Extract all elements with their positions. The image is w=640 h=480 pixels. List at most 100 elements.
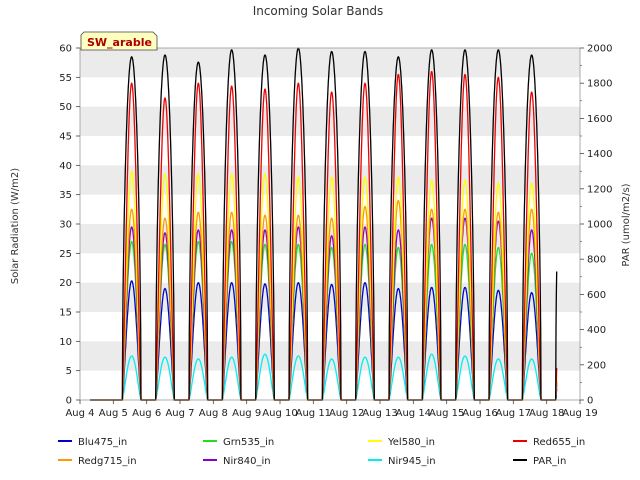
y-left-tick-label: 0 [66,396,72,407]
x-tick: Aug 8 [199,400,228,419]
x-tick-label: Aug 10 [262,408,297,419]
y-left-tick: 20 [59,278,80,289]
y-right-tick-label: 1800 [587,79,612,90]
y-right-tick: 1200 [580,170,612,195]
x-tick-label: Aug 15 [429,408,464,419]
y-right-tick-label: 1000 [587,220,612,231]
x-tick-label: Aug 6 [132,408,161,419]
y-left-tick-label: 50 [59,102,72,113]
y-axis-left-label: Solar Radiation (W/m2) [10,168,21,284]
y-right-tick: 800 [580,241,606,266]
x-tick: Aug 5 [99,400,128,419]
y-right-tick: 400 [580,311,606,336]
legend-label: Red655_in [533,437,585,448]
y-left-tick-label: 30 [59,220,72,231]
y-right-tick: 1000 [580,206,612,231]
legend-item-Nir945_in: Nir945_in [368,456,436,467]
y-left-tick-label: 35 [59,190,72,201]
x-tick-label: Aug 9 [232,408,261,419]
legend-label: Yel580_in [387,437,435,448]
y-right-tick: 1600 [580,100,612,125]
annotation-box: SW_arable [80,31,158,51]
x-tick: Aug 10 [262,400,298,419]
y-right-tick-label: 0 [587,396,593,407]
x-tick: Aug 17 [496,400,531,419]
x-tick-label: Aug 12 [329,408,364,419]
y-right-tick-label: 400 [587,325,606,336]
x-tick-label: Aug 13 [362,408,397,419]
x-tick: Aug 7 [165,400,195,419]
y-right-tick-label: 1200 [587,184,612,195]
y-right-tick-label: 2000 [587,44,612,55]
y-right-tick: 1800 [580,65,612,90]
y-left-tick: 40 [59,161,80,172]
x-tick-label: Aug 14 [396,408,431,419]
legend-item-Red655_in: Red655_in [513,437,585,448]
y-left-tick: 10 [59,337,80,348]
y-right-tick: 2000 [580,44,612,55]
x-tick-label: Aug 19 [562,408,597,419]
x-tick-label: Aug 16 [462,408,497,419]
legend: Blu475_in Grn535_in Yel580_in Red655_in Redg… [58,437,585,467]
legend-label: Grn535_in [223,437,274,448]
legend-label: Redg715_in [78,456,137,467]
x-tick-label: Aug 4 [65,408,94,419]
y-left-tick-label: 60 [59,44,72,55]
y-left-tick-label: 10 [59,337,72,348]
x-tick: Aug 15 [429,400,464,419]
y-right-tick-label: 600 [587,290,606,301]
x-tick: Aug 13 [362,400,398,419]
legend-item-Grn535_in: Grn535_in [203,437,274,448]
y-left-tick: 30 [59,220,80,231]
x-tick: Aug 6 [132,400,161,419]
y-left-tick: 25 [59,249,80,260]
y-right-tick: 600 [580,276,606,301]
y-left-tick: 45 [59,132,80,143]
x-tick-label: Aug 18 [529,408,564,419]
x-tick: Aug 4 [65,400,95,419]
x-tick: Aug 9 [232,400,261,419]
x-tick: Aug 19 [562,400,598,419]
x-tick-label: Aug 11 [296,408,331,419]
x-tick-label: Aug 8 [199,408,228,419]
x-tick: Aug 14 [396,400,431,419]
legend-label: PAR_in [533,456,566,467]
y-left-tick: 35 [59,190,80,201]
x-tick: Aug 12 [329,400,364,419]
x-tick: Aug 11 [296,400,331,419]
y-left-tick: 60 [59,44,80,55]
y-right-tick: 1400 [580,135,612,160]
y-right-tick: 200 [580,346,606,371]
y-right-tick-label: 800 [587,255,606,266]
legend-item-PAR_in: PAR_in [513,456,566,467]
y-left-tick-label: 40 [59,161,72,172]
x-tick-label: Aug 5 [99,408,128,419]
legend-item-Blu475_in: Blu475_in [58,437,127,448]
y-right-tick-label: 1400 [587,149,612,160]
x-tick-label: Aug 17 [496,408,531,419]
y-axis-right-label: PAR (umol/m2/s) [621,183,632,266]
y-left-tick: 5 [66,366,80,377]
x-tick: Aug 18 [529,400,564,419]
legend-item-Redg715_in: Redg715_in [58,456,137,467]
grid-band [80,341,580,371]
y-left-tick-label: 20 [59,278,72,289]
legend-label: Nir840_in [223,456,271,467]
y-left-tick-label: 5 [66,366,72,377]
y-right-tick: 0 [580,382,593,407]
legend-label: Nir945_in [388,456,436,467]
y-left-tick: 15 [59,308,80,319]
x-tick-label: Aug 7 [165,408,194,419]
annotation-label: SW_arable [87,36,152,49]
y-left-tick-label: 15 [59,308,72,319]
y-right-tick-label: 200 [587,360,606,371]
y-left-tick: 0 [66,396,80,407]
legend-item-Yel580_in: Yel580_in [368,437,435,448]
legend-item-Nir840_in: Nir840_in [203,456,271,467]
x-tick: Aug 16 [462,400,498,419]
y-left-tick: 50 [59,102,80,113]
y-left-tick-label: 25 [59,249,72,260]
chart-title: Incoming Solar Bands [253,4,384,18]
y-left-tick-label: 55 [59,73,72,84]
